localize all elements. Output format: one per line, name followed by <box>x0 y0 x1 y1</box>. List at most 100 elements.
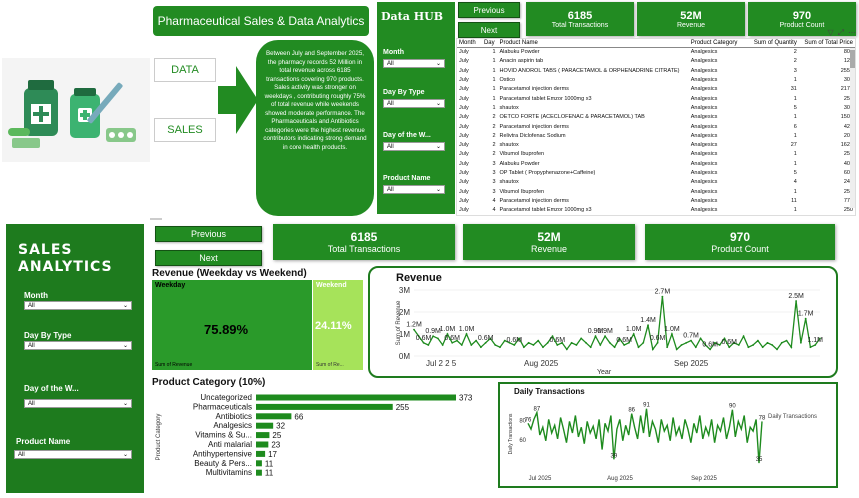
table-row[interactable]: July 2 Vibumol Ibuprofen Analgesics 1 250 <box>457 150 855 159</box>
table-row[interactable]: July 3 Vibumol Ibuprofen Analgesics 1 250 <box>457 187 855 196</box>
table-row[interactable]: July 1 Paracetamol tablet Emzor 1000mg x3 A… <box>457 94 855 103</box>
revenue-point <box>556 344 559 346</box>
table-row[interactable]: July 2 Relivtra Diclofenac Sodium Analgesic… <box>457 131 855 140</box>
revenue-point <box>470 344 473 346</box>
slicer-product-dropdown[interactable]: All ⌄ <box>14 450 132 459</box>
slicer-daytype-dropdown[interactable]: All ⌄ <box>383 99 445 108</box>
revenue-point <box>680 344 683 346</box>
revenue-point <box>776 348 778 351</box>
data-label: 1.2M <box>406 322 422 329</box>
table-row[interactable]: July 1 shautox Analgesics 5 300 <box>457 103 855 112</box>
table-row[interactable]: July 2 OETCO FORTE (ACECLOFENAC & PARACETA… <box>457 113 855 122</box>
revenue-point <box>809 346 812 349</box>
data-label: 1.0M <box>440 326 456 333</box>
table-cell: 1620 <box>840 142 853 149</box>
revenue-point <box>537 339 540 342</box>
top-title-text: Pharmaceutical Sales & Data Analytics <box>157 14 365 28</box>
arrow-right-icon <box>218 66 258 134</box>
table-cell: Analgesics <box>690 123 718 130</box>
table-cell: 2 <box>492 151 496 158</box>
slicer-weekday-label: Day of the W... <box>24 384 79 393</box>
bottom-next-button[interactable]: Next <box>155 250 262 266</box>
table-row[interactable]: July 4 Paracetamol injection derms Analgesi… <box>457 196 855 205</box>
weekday-pct: 75.89% <box>204 322 249 337</box>
table-row[interactable]: July 3 shautox Analgesics 4 240 <box>457 178 855 187</box>
more-options-icon[interactable]: ⋯ <box>848 28 856 37</box>
table-scrollbar-thumb[interactable] <box>850 50 855 68</box>
table-cell: 1 <box>492 86 496 93</box>
data-label: 0.6M <box>444 335 460 342</box>
revenue-point <box>475 339 477 342</box>
kpi-value: 52M <box>537 230 561 244</box>
weekend-block[interactable]: Weekend 24.11% Sum of Re... <box>313 280 363 370</box>
table-scrollbar[interactable] <box>850 48 855 208</box>
data-label: 0.9M <box>588 328 604 335</box>
table-header-cell[interactable]: Month <box>457 39 482 48</box>
category-bar <box>256 450 266 457</box>
filter-icon[interactable]: ▽ <box>827 28 834 37</box>
kpi-label: Total Transactions <box>327 244 401 254</box>
focus-mode-icon[interactable]: ⤢ <box>837 28 844 37</box>
table-row[interactable]: July 3 Alabuku Powder Analgesics 1 400 <box>457 159 855 168</box>
table-cell: shautox <box>499 179 519 186</box>
revenue-point <box>422 341 425 344</box>
revenue-point <box>704 344 707 346</box>
revenue-point <box>718 344 721 346</box>
table-row[interactable]: July 1 Ostico Analgesics 1 300 <box>457 75 855 84</box>
category-label: Anti malarial <box>208 440 252 449</box>
table-cell: Analgesics <box>690 67 718 74</box>
table-header-cell[interactable]: Sum of Quantity <box>744 39 799 48</box>
table-row[interactable]: July 4 Paracetamol tablet Emzor 1000mg x3 A… <box>457 206 855 215</box>
table-cell: Paracetamol injection derms <box>499 123 569 130</box>
table-header-cell[interactable]: Day <box>481 39 498 48</box>
revenue-point <box>551 335 554 338</box>
table-header-cell[interactable]: Sum of Total Price <box>798 39 855 48</box>
table-row[interactable]: July 1 Anacin aspirin tab Analgesics 2 120 <box>457 57 855 66</box>
table-cell: 4 <box>793 179 797 186</box>
table-cell: Analgesics <box>690 207 718 214</box>
table-header-cell[interactable]: Product Category <box>688 39 745 48</box>
table-row[interactable]: July 1 Alabuku Powder Analgesics 2 800 <box>457 48 855 57</box>
slicer-weekday-dropdown[interactable]: All ⌄ <box>24 399 132 408</box>
x-tick-label: Aug 2025 <box>524 359 559 368</box>
top-next-button[interactable]: Next <box>458 22 520 38</box>
table-row[interactable]: July 1 Paracetamol injection derms Analgesi… <box>457 85 855 94</box>
bar-value-label: 25 <box>272 431 281 440</box>
table-cell: 31 <box>790 86 797 93</box>
revenue-point <box>666 346 669 349</box>
slicer-month-dropdown[interactable]: All ⌄ <box>24 301 132 310</box>
table-row[interactable]: July 2 shautox Analgesics 27 1620 <box>457 140 855 149</box>
weekday-weekend-title: Revenue (Weekday vs Weekend) <box>152 268 307 279</box>
top-kpi-transactions: 6185 Total Transactions <box>526 2 634 36</box>
bottom-previous-button[interactable]: Previous <box>155 226 262 242</box>
table-row[interactable]: July 1 HOVID ANOROL TABS ( PARACETAMOL & O… <box>457 66 855 75</box>
slicer-daytype-label: Day By Type <box>383 89 425 96</box>
slicer-daytype-label: Day By Type <box>24 331 72 340</box>
table-cell: Analgesics <box>690 58 718 65</box>
revenue-point <box>623 344 626 346</box>
table-row[interactable]: July 2 Paracetamol injection derms Analgesi… <box>457 122 855 131</box>
table-header-cell[interactable]: Product Name <box>497 39 689 48</box>
weekday-block[interactable]: Weekday 75.89% Sum of Revenue <box>152 280 312 370</box>
revenue-point <box>761 346 764 349</box>
slicer-weekday-dropdown[interactable]: All ⌄ <box>383 142 445 151</box>
table-cell: 300 <box>843 104 853 111</box>
table-cell: 420 <box>843 123 853 130</box>
table-cell: July <box>459 58 469 65</box>
table-cell: Analgesics <box>690 49 718 56</box>
category-label: Antibiotics <box>216 412 252 421</box>
top-previous-button[interactable]: Previous <box>458 2 520 18</box>
revenue-point <box>694 346 697 349</box>
table-cell: Analgesics <box>690 160 718 167</box>
slicer-month-dropdown[interactable]: All ⌄ <box>383 59 445 68</box>
kpi-label: Revenue <box>530 244 568 254</box>
table-cell: July <box>459 197 469 204</box>
data-label: 0.6M <box>616 337 632 344</box>
table-row[interactable]: July 3 OP Tablet ( Propyphenazone+Caffeine… <box>457 168 855 177</box>
slicer-product-value: All <box>387 186 394 193</box>
slicer-product-dropdown[interactable]: All ⌄ <box>383 185 445 194</box>
kpi-label: Product Count <box>779 21 825 29</box>
slicer-product-label: Product Name <box>16 437 71 446</box>
table-cell: Analgesics <box>690 104 718 111</box>
slicer-daytype-dropdown[interactable]: All ⌄ <box>24 341 132 350</box>
